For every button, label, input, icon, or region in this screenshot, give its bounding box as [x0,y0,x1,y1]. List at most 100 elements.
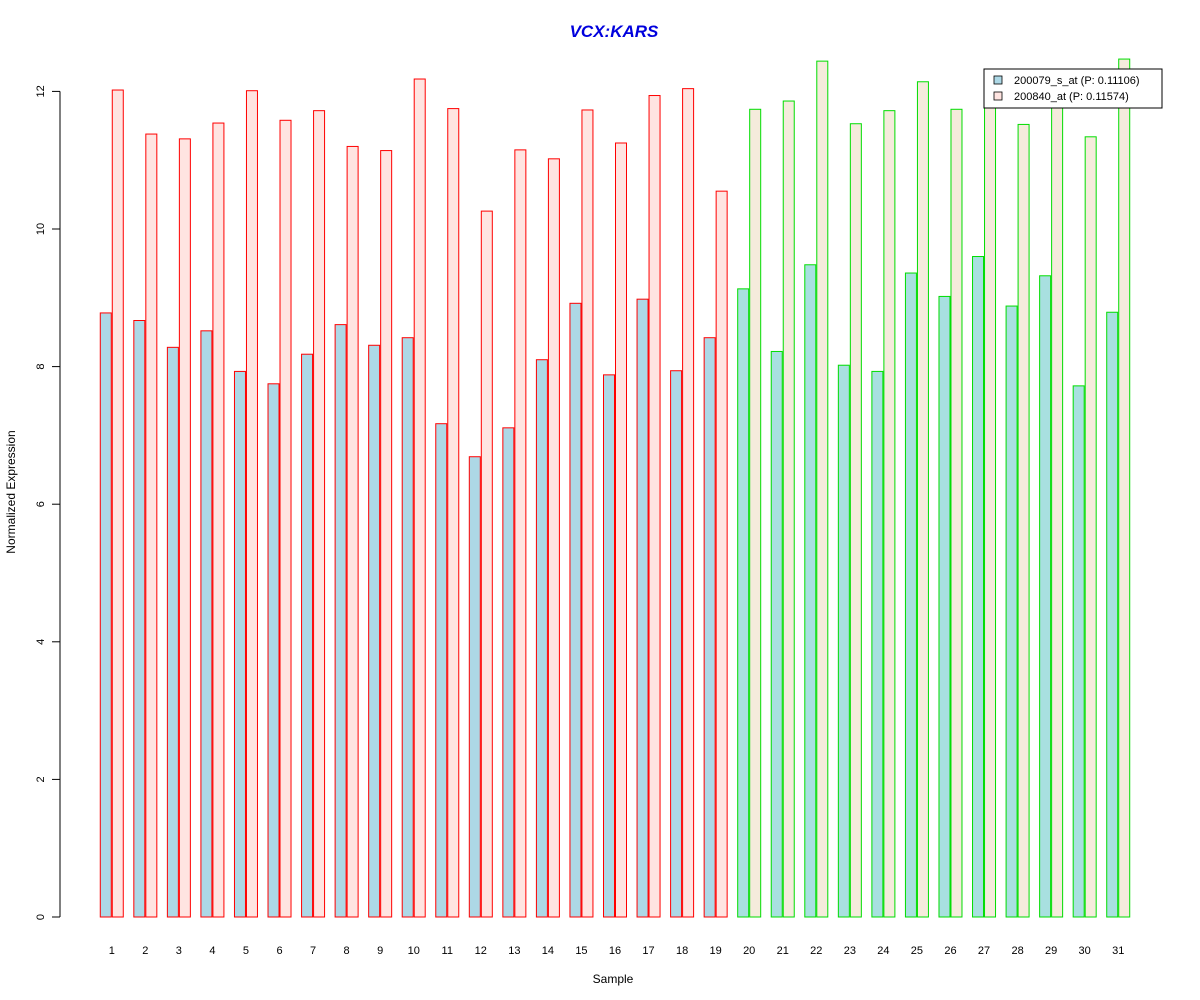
x-tick-label: 30 [1079,945,1091,957]
bar-series1-sample-12 [468,456,481,918]
bar-series2-sample-5 [245,90,258,918]
bar-series2-sample-12 [480,210,493,918]
chart-title: VCX:KARS [570,22,659,41]
x-tick-label: 10 [408,945,420,957]
bar-series2-sample-25 [916,81,929,918]
bar-series1-sample-19 [703,337,716,918]
x-tick-label: 8 [344,945,350,957]
bar-series1-sample-11 [435,423,448,918]
x-tick-label: 13 [508,945,520,957]
x-tick-label: 27 [978,945,990,957]
y-tick-label: 12 [35,85,47,97]
bar-series2-sample-27 [984,97,997,918]
x-tick-label: 11 [442,945,453,957]
bar-series2-sample-22 [816,60,829,918]
bar-series2-sample-28 [1017,123,1030,918]
bar-series1-sample-6 [267,383,280,918]
bar-series1-sample-29 [1039,275,1052,918]
x-tick-label: 19 [710,945,722,957]
bar-series2-sample-10 [413,78,426,918]
x-tick-label: 25 [911,945,923,957]
x-tick-label: 7 [310,945,316,957]
bar-series1-sample-27 [972,256,985,918]
x-tick-label: 9 [377,945,383,957]
x-tick-label: 2 [142,945,148,957]
bar-series1-sample-4 [200,330,213,918]
x-tick-label: 26 [944,945,956,957]
legend-entry: 200079_s_at (P: 0.11106) [1014,75,1140,87]
bar-series1-sample-7 [301,353,314,918]
bar-series1-sample-23 [837,364,850,918]
bar-series2-sample-31 [1118,58,1131,918]
x-tick-label: 12 [475,945,487,957]
legend-swatch [993,91,1003,101]
x-tick-label: 1 [109,945,115,957]
x-tick-label: 17 [642,945,654,957]
bar-series2-sample-2 [145,133,158,918]
x-tick-label: 23 [844,945,856,957]
bar-series2-sample-18 [682,88,695,918]
bar-series2-sample-4 [212,122,225,918]
y-axis: 0 2 4 6 8 10 12 [35,85,61,920]
bar-series2-sample-3 [178,138,191,918]
x-tick-label: 18 [676,945,688,957]
bar-series1-sample-2 [133,320,146,918]
legend-swatch [993,75,1003,85]
bar-series2-sample-9 [380,150,393,918]
bar-series1-sample-15 [569,302,582,918]
bar-series2-sample-13 [514,149,527,918]
bars [99,58,1131,918]
x-tick-label: 6 [276,945,282,957]
bar-series1-sample-17 [636,298,649,918]
x-tick-label: 22 [810,945,822,957]
bar-series2-sample-6 [279,119,292,918]
bar-series1-sample-28 [1005,305,1018,918]
x-tick-label: 4 [209,945,215,957]
bar-series2-sample-30 [1084,136,1097,918]
bar-series1-sample-8 [334,324,347,918]
bar-series2-sample-1 [111,89,124,918]
y-tick-label: 4 [35,639,47,645]
y-tick-label: 0 [35,914,47,920]
y-tick-label: 6 [35,501,47,507]
bar-series2-sample-11 [447,108,460,918]
bar-series1-sample-5 [233,370,246,918]
x-tick-label: 20 [743,945,755,957]
legend: 200079_s_at (P: 0.11106) 200840_at (P: 0.… [983,68,1163,109]
bar-series2-sample-20 [749,108,762,918]
bar-series2-sample-19 [715,190,728,918]
bar-series2-sample-16 [615,142,627,918]
x-tick-label: 16 [609,945,621,957]
x-tick-label: 24 [877,945,889,957]
x-tick-label: 5 [243,945,249,957]
bar-series1-sample-25 [904,272,917,918]
x-tick-label: 14 [542,945,554,957]
x-axis-label: Sample [593,972,634,986]
bar-series1-sample-18 [670,370,683,918]
bar-series1-sample-24 [871,370,884,918]
bar-series1-sample-16 [603,374,615,918]
bar-series2-sample-23 [849,123,862,918]
y-axis-label: Normalized Expression [4,430,18,553]
bar-series1-sample-14 [535,359,548,918]
bar-series1-sample-30 [1072,385,1085,918]
bar-series2-sample-26 [950,108,963,918]
bar-series1-sample-26 [938,295,951,918]
bar-series2-sample-8 [346,145,359,918]
x-tick-label: 15 [575,945,587,957]
x-tick-label: 3 [176,945,182,957]
x-tick-label: 28 [1011,945,1023,957]
bar-series1-sample-21 [770,350,783,918]
bar-series2-sample-14 [547,158,560,918]
bar-series2-sample-17 [648,95,661,918]
x-tick-labels: 1 2 3 4 5 6 7 8 9 10 11 12 13 14 15 16 17 18 19 20 21 22 23 24 2… [109,945,1125,957]
y-tick-label: 8 [35,364,47,370]
bar-series2-sample-15 [581,109,594,918]
bar-series2-sample-7 [313,110,326,918]
bar-series1-sample-1 [99,312,112,918]
bar-series1-sample-22 [804,264,817,918]
bar-series1-sample-20 [737,288,750,918]
legend-entry: 200840_at (P: 0.11574) [1014,91,1129,103]
bar-series1-sample-31 [1106,311,1119,918]
